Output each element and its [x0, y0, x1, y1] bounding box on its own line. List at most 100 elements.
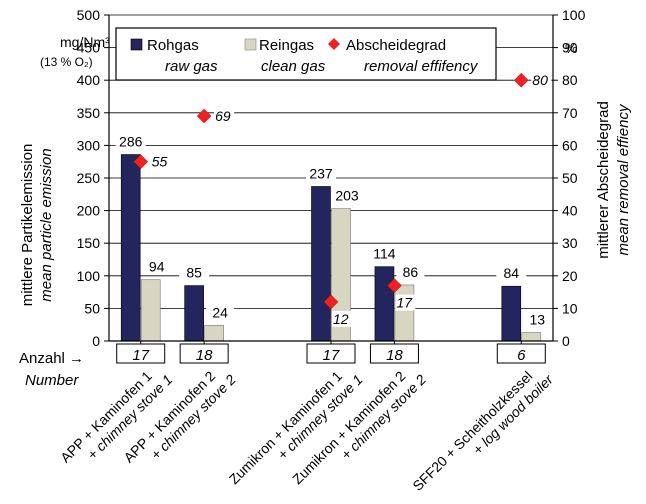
- left-tick-label: 150: [77, 235, 101, 251]
- label-bg: [179, 263, 210, 281]
- right-tick-label: 90: [562, 40, 578, 56]
- left-unit-line2: (13 % O₂): [40, 55, 93, 69]
- removal-label: 55: [152, 154, 168, 170]
- left-tick-label: 50: [84, 300, 100, 316]
- count-row: 17 18 17 18 6: [116, 341, 546, 364]
- left-tick-label: 450: [77, 40, 101, 56]
- right-tick-label: 20: [562, 268, 578, 284]
- left-tick-label: 500: [77, 7, 101, 23]
- label-bg: [333, 186, 361, 204]
- label-bg: [396, 262, 425, 280]
- left-tick-label: 400: [77, 72, 101, 88]
- right-tick-label: 40: [562, 203, 578, 219]
- right-axis-label-en: mean removal effiency: [615, 103, 632, 255]
- right-tick-label: 0: [562, 333, 570, 349]
- label-bg: [142, 257, 171, 275]
- removal-marker: [323, 294, 339, 310]
- left-tick-label: 250: [77, 170, 101, 186]
- label-bg: [332, 310, 352, 327]
- count-box: [179, 343, 229, 364]
- bar-raw-gas: [184, 285, 204, 342]
- right-unit: %: [565, 40, 577, 56]
- removal-label: 80: [532, 72, 548, 88]
- bars: [120, 154, 542, 342]
- count-value: 18: [196, 347, 213, 364]
- bar-raw-gas: [501, 285, 522, 342]
- count-label-de: Anzahl →: [19, 350, 84, 367]
- category-label: SFF20 + Scheitholzkessel+ log wood boile…: [409, 368, 556, 494]
- right-tick-label: 100: [562, 7, 586, 23]
- label-bg: [115, 132, 146, 150]
- removal-marker: [133, 154, 149, 170]
- count-label-en: Number: [25, 372, 79, 389]
- left-tick-label: 100: [77, 268, 101, 284]
- count-value: 17: [323, 347, 340, 364]
- label-bg: [523, 310, 552, 328]
- bar-clean-gas: [140, 279, 161, 342]
- right-tick-label: 10: [562, 300, 578, 316]
- label-bg: [306, 164, 336, 182]
- removal-label: 69: [215, 108, 231, 124]
- bar-label-raw: 237: [309, 165, 333, 181]
- count-box: [306, 343, 356, 364]
- bar-clean-gas: [521, 332, 542, 342]
- legend-swatch-raw: [130, 38, 143, 51]
- bar-clean-gas: [204, 325, 224, 342]
- label-bg: [531, 72, 552, 89]
- left-tick-label: 350: [77, 105, 101, 121]
- bar-label-clean: 203: [335, 188, 359, 204]
- right-tick-label: 80: [562, 72, 578, 88]
- bar-label-raw: 85: [186, 265, 202, 281]
- category-label-de: SFF20 + Scheitholzkessel: [409, 368, 535, 494]
- removal-marker: [513, 72, 529, 88]
- label-bg: [496, 264, 527, 282]
- count-value: 17: [132, 347, 149, 364]
- count-box: [496, 343, 546, 364]
- category-label-de: Zumikron + Kaminofen 1: [226, 368, 346, 488]
- bar-raw-gas: [311, 186, 331, 342]
- label-bg: [206, 303, 235, 321]
- label-bg: [150, 153, 171, 170]
- removal-label: 17: [396, 295, 413, 311]
- bar-label-raw: 286: [119, 134, 143, 150]
- left-unit-line1: mg/Nm³: [60, 34, 110, 50]
- count-box: [116, 343, 166, 364]
- label-bg: [369, 244, 400, 262]
- removal-label: 12: [333, 311, 349, 327]
- left-axis-label-de: mittlere Partikelemission: [19, 144, 36, 307]
- legend-clean-de: Reingas: [259, 37, 314, 54]
- bar-clean-gas: [394, 284, 415, 342]
- bar-label-clean: 86: [403, 264, 419, 280]
- legend-removal-de: Abscheidegrad: [346, 37, 446, 54]
- count-box: [369, 343, 419, 364]
- legend-removal-en: removal effifency: [364, 58, 479, 75]
- bar-raw-gas: [120, 154, 141, 342]
- left-axis-label-en: mean particle emission: [38, 148, 55, 301]
- bar-label-clean: 13: [529, 312, 545, 328]
- bar-label-raw: 84: [503, 265, 519, 281]
- label-bg: [214, 108, 235, 125]
- right-axis-label-de: mittlerer Abscheidegrad: [595, 101, 612, 259]
- legend-raw-en: raw gas: [165, 58, 218, 75]
- bar-label-clean: 24: [212, 304, 228, 320]
- legend-raw-de: Rohgas: [147, 37, 199, 54]
- removal-marker: [387, 278, 402, 293]
- right-tick-label: 50: [562, 170, 578, 186]
- legend-swatch-clean: [244, 38, 257, 51]
- count-value: 6: [517, 347, 526, 364]
- right-tick-label: 30: [562, 235, 578, 251]
- left-tick-label: 300: [77, 137, 101, 153]
- count-value: 18: [386, 347, 403, 364]
- left-tick-label: 200: [77, 203, 101, 219]
- right-tick-label: 70: [562, 105, 578, 121]
- bar-label-raw: 114: [373, 246, 396, 262]
- label-bg: [395, 294, 416, 311]
- bar-label-clean: 94: [149, 259, 165, 275]
- legend-box: [115, 27, 497, 81]
- axes: 0 50 100 150 200 250 300 350 400 450 500 0 10 20 30 40 5…: [77, 7, 586, 349]
- bar-raw-gas: [374, 266, 395, 342]
- right-tick-label: 60: [562, 137, 578, 153]
